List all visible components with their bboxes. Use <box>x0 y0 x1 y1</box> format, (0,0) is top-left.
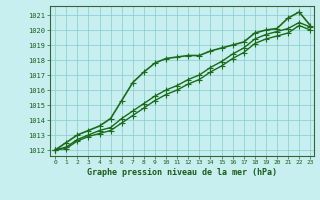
X-axis label: Graphe pression niveau de la mer (hPa): Graphe pression niveau de la mer (hPa) <box>87 168 276 177</box>
